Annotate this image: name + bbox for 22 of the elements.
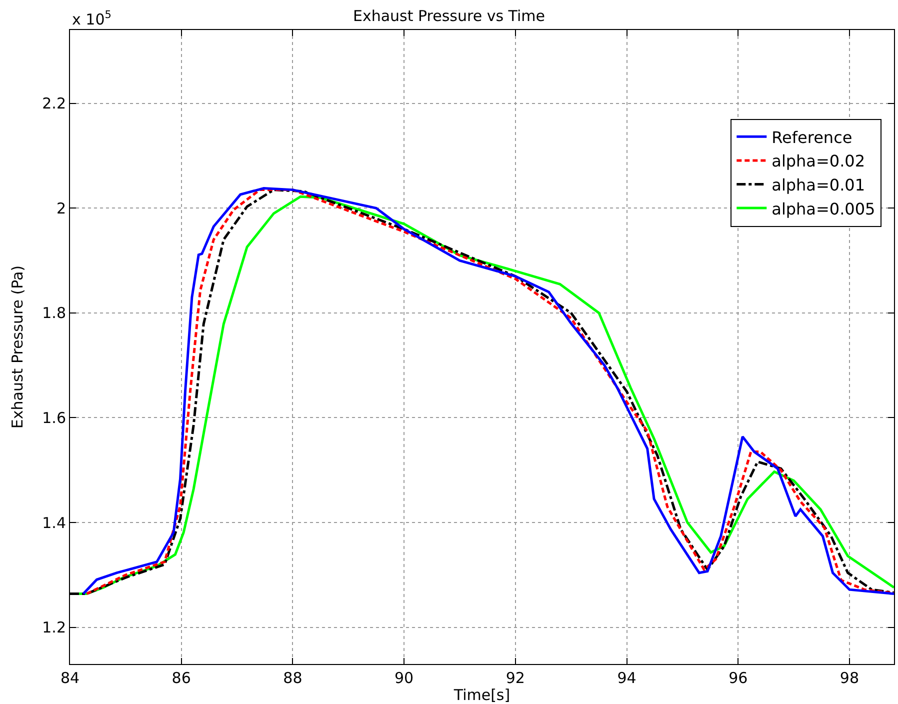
y-tick-label: 2 [56,199,66,218]
x-tick-label: 92 [506,669,525,687]
y-axis-title: Exhaust Pressure (Pa) [8,265,26,429]
y-tick-label: 1.6 [42,408,66,427]
x-tick-label: 94 [617,669,636,687]
legend-label: alpha=0.01 [772,176,866,194]
y-tick-label: 1.4 [42,514,66,532]
chart-title: Exhaust Pressure vs Time [352,7,546,26]
legend-label: alpha=0.02 [772,152,866,171]
x-tick-label: 90 [394,669,414,687]
x-tick-label: 84 [60,669,80,687]
x-tick-label: 98 [840,669,860,687]
text: x 10$^{5}$ [72,9,112,28]
legend-label: alpha=0.005 [772,199,876,218]
legend-label: Reference [772,128,852,147]
y-tick-label: 1.8 [42,304,66,322]
x-tick-label: 86 [172,669,191,687]
y-tick-label: 2.2 [42,94,66,113]
x-axis-title: Time[s] [452,686,510,704]
x-tick-label: 96 [728,669,748,687]
x-tick-label: 88 [283,669,302,687]
y-tick-label: 1.2 [42,618,66,637]
